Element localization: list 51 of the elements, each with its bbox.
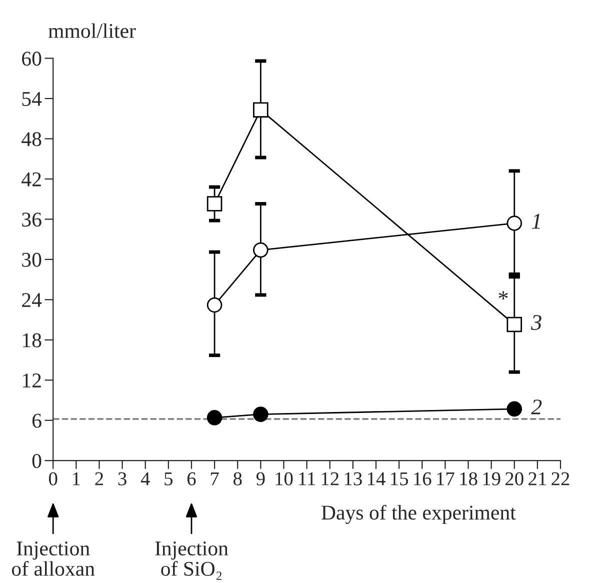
y-tick-label: 12 — [22, 374, 41, 388]
y-tick-label: 36 — [22, 212, 42, 227]
x-tick-label: 18 — [460, 472, 478, 486]
x-tick-label: 7 — [210, 472, 219, 486]
x-tick-label: 14 — [368, 472, 386, 486]
x-tick-label: 22 — [552, 472, 570, 486]
x-tick-label: 6 — [187, 472, 196, 486]
point — [253, 102, 268, 118]
y-tick-label: 24 — [22, 293, 42, 307]
point — [206, 297, 222, 313]
x-tick-label: 1 — [73, 472, 80, 486]
y-tick-label: 18 — [22, 333, 42, 348]
x-tick-label: 17 — [437, 472, 454, 486]
y-tick-label: 48 — [22, 132, 42, 146]
x-tick-label: 2 — [95, 472, 104, 486]
text: Injection of SiO₂ — [155, 541, 228, 580]
x-tick-label: 10 — [276, 472, 293, 486]
point — [206, 196, 222, 212]
x-tick-label: 15 — [391, 472, 408, 486]
point — [253, 406, 268, 422]
x-tick-label: 20 — [506, 472, 524, 486]
y-tick-label: 0 — [32, 454, 42, 468]
x-tick-label: 0 — [48, 472, 58, 486]
x-tick-label: 8 — [233, 472, 242, 486]
series-label: 2 — [531, 400, 542, 414]
x-axis-title: Days of the experiment — [322, 504, 516, 524]
x-tick-label: 9 — [256, 472, 265, 486]
x-tick-label: 13 — [344, 472, 362, 486]
series-label: 1 — [532, 214, 540, 229]
x-tick-label: 4 — [140, 472, 150, 486]
y-tick-label: 60 — [22, 52, 42, 66]
x-tick-label: 5 — [164, 472, 173, 486]
y-tick-label: 6 — [32, 414, 42, 428]
series-label: 3 — [531, 315, 542, 330]
y-tick-label: 30 — [22, 252, 42, 267]
annotation: * — [498, 291, 508, 300]
x-tick-label: 16 — [414, 472, 432, 486]
y-tick-label: 42 — [22, 172, 41, 186]
x-tick-label: 11 — [299, 472, 315, 486]
x-tick-label: 21 — [528, 472, 546, 486]
point — [506, 316, 522, 332]
x-tick-label: 19 — [483, 472, 500, 486]
y-tick-label: 54 — [22, 92, 42, 106]
x-tick-label: 12 — [322, 472, 339, 486]
text: Injection of alloxan — [12, 542, 95, 576]
x-tick-label: 3 — [118, 472, 126, 486]
point — [506, 401, 522, 417]
point — [506, 216, 522, 231]
y-axis-title: mmol/liter — [48, 23, 136, 38]
point — [253, 242, 268, 258]
point — [206, 410, 222, 426]
